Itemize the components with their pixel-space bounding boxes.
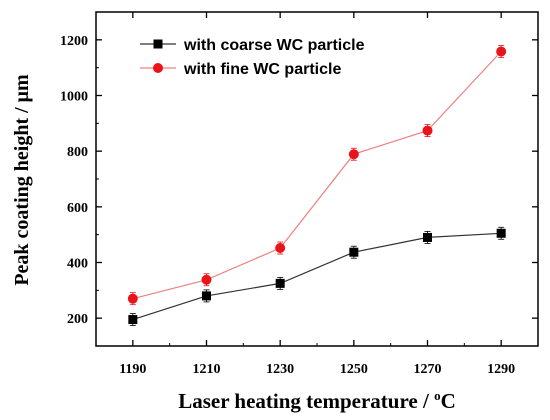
series-2 [127,45,507,306]
legend-item: with coarse WC particle [140,37,365,54]
y-tick-label: 800 [67,145,88,160]
data-point [202,291,211,301]
x-tick-label: 1250 [340,362,368,377]
data-point [422,125,433,136]
legend-label: with coarse WC particle [183,37,365,54]
x-tick-label: 1190 [119,362,146,377]
series-layer [127,45,507,326]
legend-item: with fine WC particle [140,61,341,78]
y-tick-label: 400 [67,257,88,272]
x-tick-label: 1290 [487,362,515,377]
legend-marker [153,63,163,73]
legend-label: with fine WC particle [183,61,341,78]
x-tick-label: 1210 [193,362,221,377]
x-tick-label: 1270 [414,362,442,377]
data-point [275,278,285,288]
data-point [275,243,286,254]
x-axis-title-superscript: o [434,388,441,403]
x-axis-title-prefix: Laser heating temperature / [178,389,434,413]
series-1 [128,226,506,326]
y-tick-label: 200 [67,312,88,327]
x-axis-title: Laser heating temperature / oC [178,388,456,413]
data-point [423,232,432,242]
data-point [127,293,138,304]
y-axis-ticks: 200 400 600 800 1000 1200 [60,11,538,347]
data-point [349,247,359,257]
x-axis-ticks: 1190 1210 1230 1250 1270 1290 [95,12,539,377]
data-point [348,149,359,160]
data-point [128,315,138,325]
legend: with coarse WC particle with fine WC part… [140,37,365,78]
y-tick-label: 1200 [60,34,88,49]
y-axis-title: Peak coating height / μm [11,74,33,286]
series-line [132,232,502,321]
y-tick-label: 600 [67,201,88,216]
data-point [201,274,212,285]
legend-marker [153,39,163,49]
data-point [496,228,506,238]
series-line [132,51,502,300]
x-axis-title-suffix: C [441,389,456,413]
y-tick-label: 1000 [60,90,88,105]
data-point [496,46,507,57]
x-tick-label: 1230 [266,362,294,377]
